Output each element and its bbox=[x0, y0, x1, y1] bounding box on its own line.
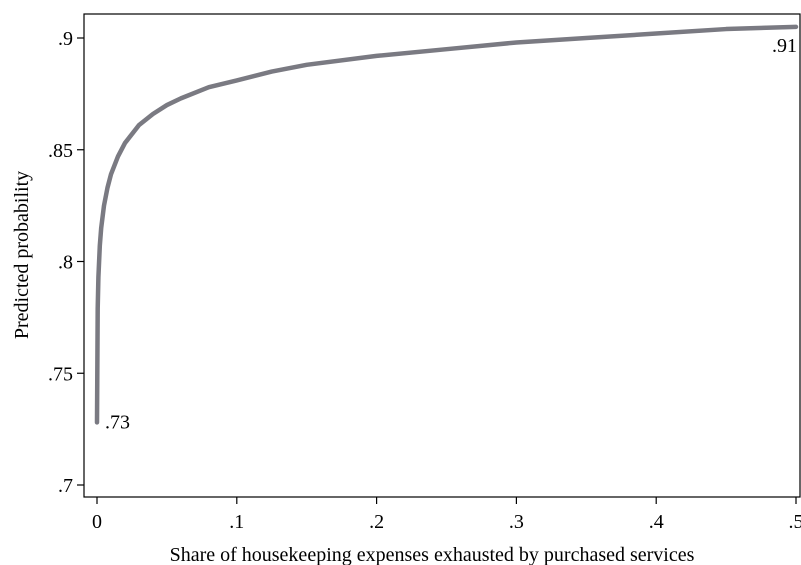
y-tick-label: .8 bbox=[58, 252, 73, 274]
x-tick-label: .4 bbox=[649, 511, 664, 533]
x-axis-title: Share of housekeeping expenses exhausted… bbox=[170, 544, 695, 565]
y-axis-title: Predicted probability bbox=[11, 171, 33, 339]
x-tick-label: .2 bbox=[369, 511, 384, 533]
plot-frame bbox=[83, 13, 801, 498]
annotation-layer: .73 .91 bbox=[105, 35, 797, 434]
x-tick-label: .3 bbox=[509, 511, 524, 533]
data-label: .73 bbox=[105, 411, 130, 433]
y-tick-label: .75 bbox=[48, 363, 73, 385]
data-label: .91 bbox=[772, 35, 797, 57]
y-tick-label: .7 bbox=[58, 475, 73, 497]
x-axis: 0 .1 .2 .3 .4 .5 bbox=[92, 497, 801, 533]
x-tick-label: .1 bbox=[229, 511, 244, 533]
series-line bbox=[94, 24, 799, 425]
series-layer bbox=[94, 24, 799, 425]
y-axis: .7 .75 .8 .85 .9 bbox=[48, 28, 84, 497]
y-tick-label: .9 bbox=[58, 28, 73, 50]
y-tick-label: .85 bbox=[48, 140, 73, 162]
x-tick-label: 0 bbox=[92, 511, 102, 533]
x-tick-label: .5 bbox=[789, 511, 801, 533]
